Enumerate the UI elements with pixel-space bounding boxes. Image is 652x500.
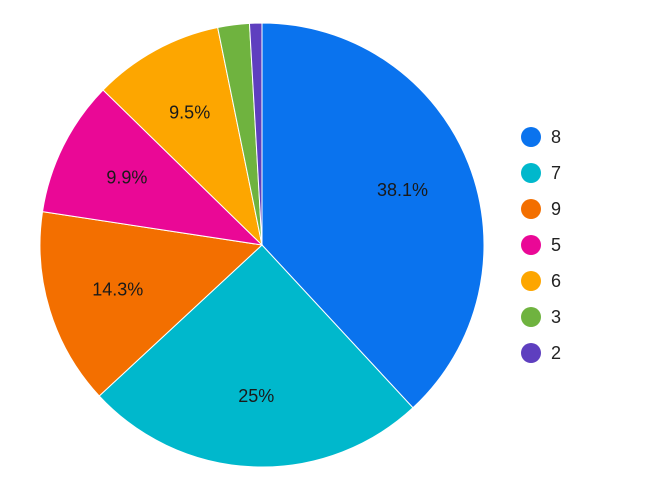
legend-swatch-6 <box>521 271 541 291</box>
pie-slice-2 <box>248 22 263 246</box>
legend-label-8: 8 <box>551 127 561 147</box>
slice-label-6: 9.5% <box>169 102 210 122</box>
legend-swatch-3 <box>521 307 541 327</box>
legend-label-3: 3 <box>551 307 561 327</box>
pie-slice-5 <box>41 89 264 246</box>
pie-slice-6 <box>102 26 263 247</box>
legend-label-9: 9 <box>551 199 561 219</box>
legend: 8 7 9 5 6 3 2 <box>521 127 561 363</box>
pie-slice-7 <box>98 244 414 468</box>
pie-slices <box>39 22 485 468</box>
slice-label-5: 9.9% <box>106 168 147 188</box>
legend-item-9: 9 <box>521 199 561 219</box>
slice-label-7: 25% <box>238 386 274 406</box>
legend-label-6: 6 <box>551 271 561 291</box>
legend-item-2: 2 <box>521 343 561 363</box>
slice-label-9: 14.3% <box>92 279 143 299</box>
pie-slice-labels: 38.1% 25% 14.3% 9.9% 9.5% <box>92 102 428 405</box>
legend-item-3: 3 <box>521 307 561 327</box>
legend-item-6: 6 <box>521 271 561 291</box>
legend-label-5: 5 <box>551 235 561 255</box>
pie-slice-9 <box>39 211 264 397</box>
legend-item-5: 5 <box>521 235 561 255</box>
legend-swatch-8 <box>521 127 541 147</box>
legend-swatch-5 <box>521 235 541 255</box>
legend-swatch-9 <box>521 199 541 219</box>
legend-item-7: 7 <box>521 163 561 183</box>
legend-swatch-2 <box>521 343 541 363</box>
pie-slice-8 <box>261 22 485 409</box>
legend-swatch-7 <box>521 163 541 183</box>
legend-label-7: 7 <box>551 163 561 183</box>
slice-label-8: 38.1% <box>377 180 428 200</box>
legend-label-2: 2 <box>551 343 561 363</box>
legend-item-8: 8 <box>521 127 561 147</box>
